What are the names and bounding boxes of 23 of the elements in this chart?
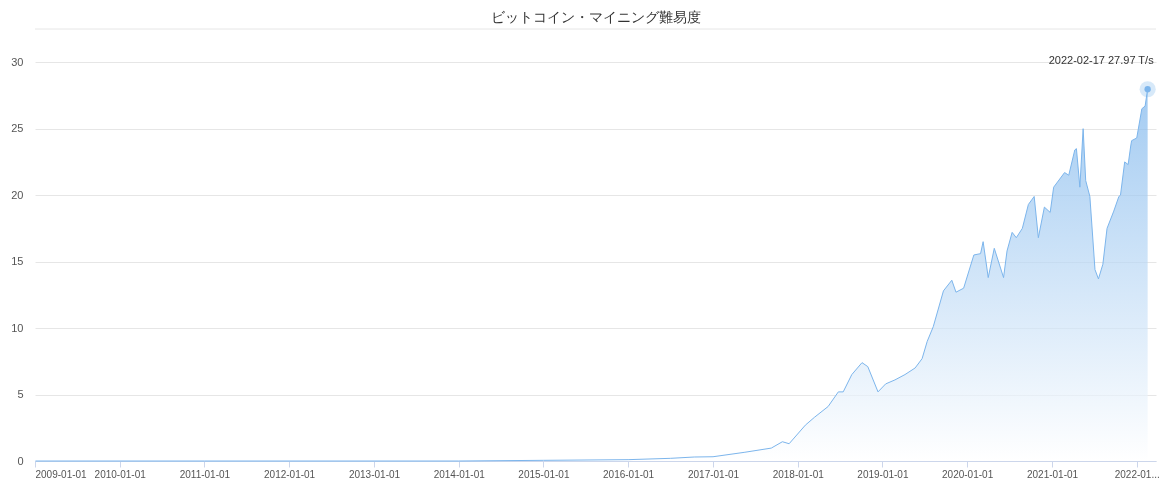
x-tick-label: 2013-01-01 — [348, 468, 401, 480]
x-tick-label: 2017-01-01 — [687, 468, 740, 480]
y-tick-label: 10 — [11, 321, 24, 334]
x-tick-label: 2011-01-01 — [179, 468, 231, 480]
x-tick-label: 2022-01... — [1114, 468, 1160, 480]
y-tick-label: 5 — [17, 388, 24, 401]
x-tick-label: 2020-01-01 — [942, 468, 994, 480]
x-tick-label: 2018-01-01 — [772, 468, 825, 480]
y-tick-label: 20 — [11, 188, 24, 201]
y-tick-label: 30 — [11, 55, 24, 68]
chart-title: ビットコイン・マイニング難易度 — [490, 8, 701, 25]
y-tick-label: 0 — [17, 454, 24, 467]
x-tick-label: 2019-01-01 — [857, 468, 909, 480]
annotation: 2022-02-17 27.97 T/s — [1048, 54, 1155, 67]
x-tick-label: 2015-01-01 — [518, 468, 570, 480]
x-tick-label: 2014-01-01 — [433, 468, 486, 480]
y-tick-label: 25 — [11, 122, 24, 135]
x-tick-label: 2010-01-01 — [94, 468, 147, 480]
x-tick-label: 2009-01-01 — [35, 468, 88, 480]
x-tick-label: 2012-01-01 — [264, 468, 316, 480]
y-tick-label: 15 — [11, 255, 24, 268]
x-tick-label: 2021-01-01 — [1026, 468, 1079, 480]
x-tick-label: 2016-01-01 — [603, 468, 655, 480]
